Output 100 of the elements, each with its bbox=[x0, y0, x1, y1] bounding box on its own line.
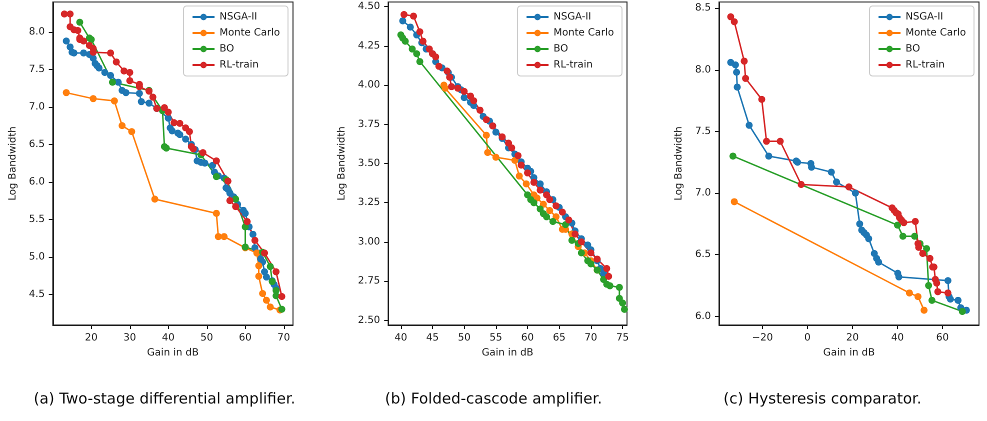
point bbox=[128, 128, 136, 136]
text: (c) Hysteresis comparator. bbox=[723, 390, 922, 408]
point bbox=[740, 58, 748, 65]
point bbox=[619, 300, 626, 307]
y-tick-label: 2.75 bbox=[358, 276, 380, 287]
x-tick-label: 70 bbox=[277, 332, 290, 344]
point bbox=[798, 180, 805, 188]
point bbox=[90, 95, 97, 102]
x-tick-label: 55 bbox=[489, 332, 502, 344]
point bbox=[900, 219, 908, 226]
point bbox=[470, 97, 478, 104]
point bbox=[895, 273, 902, 280]
point bbox=[584, 242, 592, 249]
y-tick-label: 7.5 bbox=[28, 64, 45, 75]
x-tick-label: −20 bbox=[752, 332, 773, 344]
x-tick-label: 75 bbox=[616, 332, 629, 344]
point bbox=[101, 68, 108, 76]
point bbox=[74, 26, 82, 34]
point bbox=[776, 138, 784, 145]
point bbox=[170, 119, 178, 126]
y-tick-label: 6.5 bbox=[28, 138, 45, 150]
point bbox=[278, 293, 286, 300]
legend-label: BO bbox=[906, 44, 920, 54]
x-tick-label: 50 bbox=[200, 332, 214, 344]
point bbox=[587, 249, 594, 256]
y-tick-label: 3.25 bbox=[358, 197, 380, 208]
point bbox=[262, 296, 270, 304]
point bbox=[209, 162, 216, 169]
x-axis-title: Gain in dB bbox=[482, 347, 534, 358]
point bbox=[107, 49, 114, 56]
legend-label: RL-train bbox=[906, 60, 945, 70]
point bbox=[587, 260, 594, 268]
point bbox=[958, 308, 966, 315]
point bbox=[416, 58, 424, 66]
point bbox=[899, 232, 906, 240]
point bbox=[126, 77, 134, 84]
y-tick-label: 7.0 bbox=[28, 101, 45, 112]
legend-label: NSGA-II bbox=[220, 12, 258, 22]
point bbox=[226, 197, 234, 204]
point bbox=[110, 97, 118, 104]
point bbox=[727, 13, 734, 20]
point bbox=[146, 100, 153, 107]
x-tick-label: 45 bbox=[426, 332, 439, 344]
point bbox=[272, 292, 280, 300]
point bbox=[406, 24, 414, 31]
x-tick-label: 65 bbox=[552, 332, 566, 344]
y-axis-title: Log Bandwidth bbox=[336, 126, 348, 201]
point bbox=[505, 140, 512, 147]
x-tick-label: 60 bbox=[936, 332, 949, 344]
point bbox=[402, 38, 409, 45]
legend-label: BO bbox=[554, 44, 568, 54]
point bbox=[511, 156, 518, 164]
point bbox=[906, 289, 913, 296]
y-tick-label: 7.5 bbox=[695, 126, 711, 137]
legend-label: Monte Carlo bbox=[554, 28, 614, 38]
point bbox=[808, 164, 816, 171]
legend-label: Monte Carlo bbox=[906, 28, 966, 38]
point bbox=[536, 186, 544, 194]
y-tick-label: 4.5 bbox=[28, 288, 45, 300]
point bbox=[572, 230, 579, 238]
point bbox=[408, 46, 416, 53]
point bbox=[460, 94, 468, 102]
point bbox=[865, 235, 872, 242]
point bbox=[536, 180, 544, 188]
point bbox=[255, 262, 262, 270]
point bbox=[186, 128, 193, 136]
point bbox=[212, 210, 220, 217]
point bbox=[578, 238, 585, 246]
y-tick-label: 4.25 bbox=[358, 40, 380, 52]
point bbox=[149, 94, 156, 101]
point bbox=[212, 157, 220, 164]
point bbox=[232, 203, 240, 210]
point bbox=[828, 168, 835, 176]
point bbox=[136, 90, 143, 97]
point bbox=[934, 288, 942, 296]
legend-label: Monte Carlo bbox=[220, 28, 280, 38]
y-tick-label: 3.75 bbox=[358, 118, 380, 130]
point bbox=[112, 58, 120, 66]
point bbox=[763, 138, 770, 145]
point bbox=[266, 304, 274, 311]
x-axis-title: Gain in dB bbox=[823, 347, 875, 358]
point bbox=[62, 89, 70, 96]
point bbox=[399, 17, 406, 24]
x-tick-label: 20 bbox=[846, 332, 859, 344]
point bbox=[733, 68, 740, 76]
x-tick-label: 60 bbox=[521, 332, 534, 344]
point bbox=[151, 196, 158, 203]
point bbox=[62, 37, 70, 44]
point bbox=[543, 213, 550, 220]
point bbox=[546, 207, 554, 214]
point bbox=[920, 306, 928, 314]
point bbox=[558, 208, 566, 216]
point bbox=[616, 284, 623, 291]
point bbox=[168, 127, 176, 134]
point bbox=[122, 89, 130, 96]
y-tick-label: 2.50 bbox=[358, 314, 380, 326]
point bbox=[546, 196, 554, 204]
point bbox=[410, 12, 418, 20]
point bbox=[448, 83, 456, 90]
point bbox=[242, 210, 249, 217]
